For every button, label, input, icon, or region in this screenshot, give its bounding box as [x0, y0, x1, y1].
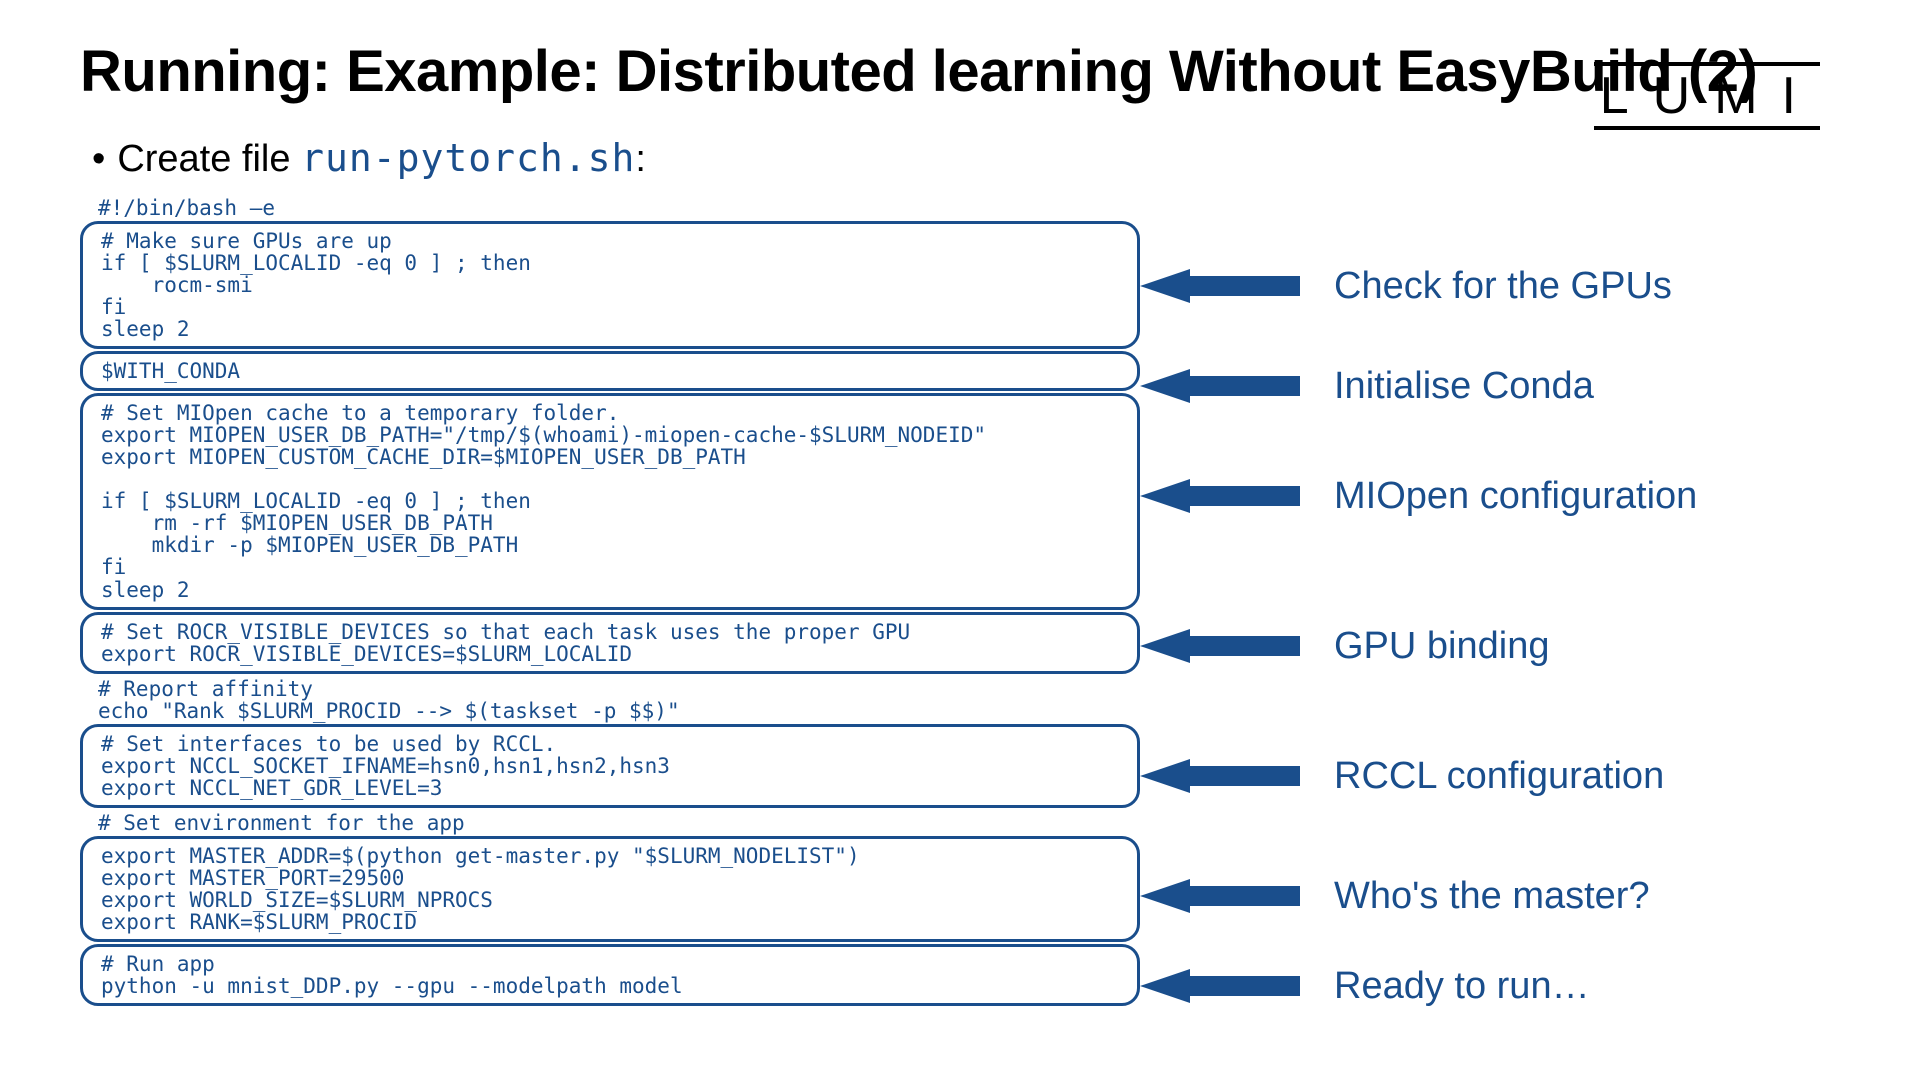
anno-gpus: Check for the GPUs	[1140, 265, 1672, 308]
annotation-column: Check for the GPUs Initialise Conda MIOp…	[1140, 195, 1840, 1008]
code-plain-affinity: # Report affinity echo "Rank $SLURM_PROC…	[80, 676, 1140, 724]
code-block-gpus: # Make sure GPUs are up if [ $SLURM_LOCA…	[80, 221, 1140, 349]
arrow-left-icon	[1140, 269, 1300, 303]
anno-rccl: RCCL configuration	[1140, 755, 1664, 798]
anno-master: Who's the master?	[1140, 875, 1650, 918]
slide: LUMI Running: Example: Distributed learn…	[0, 0, 1920, 1080]
anno-label-conda: Initialise Conda	[1334, 365, 1594, 408]
logo-lumi: LUMI	[1594, 62, 1820, 130]
anno-label-run: Ready to run…	[1334, 965, 1590, 1008]
code-block-miopen: # Set MIOpen cache to a temporary folder…	[80, 393, 1140, 609]
code-column: #!/bin/bash –e # Make sure GPUs are up i…	[80, 195, 1140, 1008]
code-block-rccl: # Set interfaces to be used by RCCL. exp…	[80, 724, 1140, 808]
bullet-lead: Create file	[117, 138, 301, 180]
content-row: #!/bin/bash –e # Make sure GPUs are up i…	[80, 195, 1840, 1008]
anno-miopen: MIOpen configuration	[1140, 475, 1697, 518]
arrow-left-icon	[1140, 629, 1300, 663]
arrow-left-icon	[1140, 969, 1300, 1003]
anno-conda: Initialise Conda	[1140, 365, 1594, 408]
code-block-run: # Run app python -u mnist_DDP.py --gpu -…	[80, 944, 1140, 1006]
code-block-conda: $WITH_CONDA	[80, 351, 1140, 391]
code-block-gpubind: # Set ROCR_VISIBLE_DEVICES so that each …	[80, 612, 1140, 674]
anno-gpubind: GPU binding	[1140, 625, 1549, 668]
arrow-left-icon	[1140, 759, 1300, 793]
bullet-marker: •	[92, 140, 105, 178]
arrow-left-icon	[1140, 369, 1300, 403]
slide-title: Running: Example: Distributed learning W…	[80, 40, 1840, 104]
code-shebang: #!/bin/bash –e	[80, 195, 1140, 221]
anno-label-gpubind: GPU binding	[1334, 625, 1549, 668]
code-block-master: export MASTER_ADDR=$(python get-master.p…	[80, 836, 1140, 942]
anno-label-gpus: Check for the GPUs	[1334, 265, 1672, 308]
bullet-line: • Create file run-pytorch.sh:	[92, 136, 1840, 181]
bullet-text: Create file run-pytorch.sh:	[117, 136, 646, 181]
arrow-left-icon	[1140, 479, 1300, 513]
code-plain-env: # Set environment for the app	[80, 810, 1140, 836]
anno-label-master: Who's the master?	[1334, 875, 1650, 918]
bullet-tail: :	[635, 138, 646, 180]
bullet-filename: run-pytorch.sh	[301, 136, 635, 180]
anno-run: Ready to run…	[1140, 965, 1590, 1008]
anno-label-rccl: RCCL configuration	[1334, 755, 1664, 798]
arrow-left-icon	[1140, 879, 1300, 913]
anno-label-miopen: MIOpen configuration	[1334, 475, 1697, 518]
